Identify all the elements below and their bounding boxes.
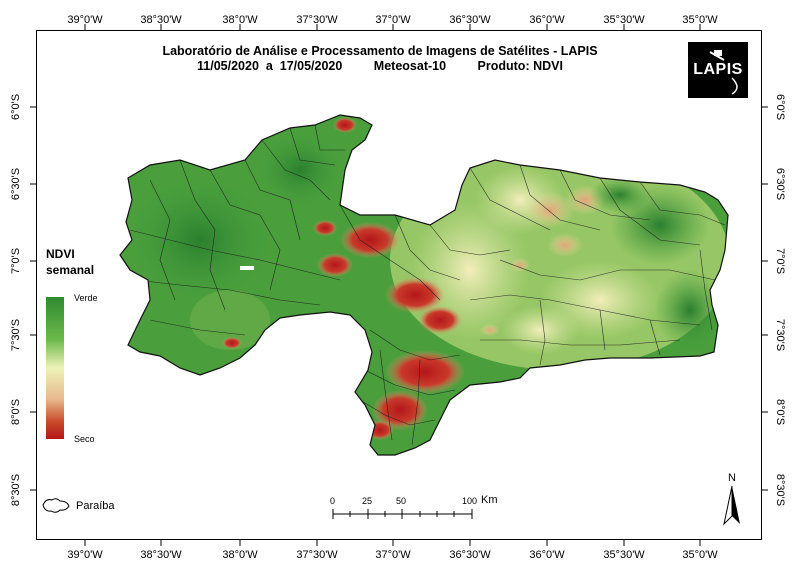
legend-title-line2: semanal (46, 263, 95, 277)
lon-label: 39°0'W (67, 14, 103, 26)
lon-label: 37°30'W (296, 549, 338, 561)
scale-tick-0: 0 (330, 496, 336, 506)
scale-unit: Km (481, 494, 498, 506)
lon-label: 39°0'W (67, 549, 103, 561)
north-arrow-icon (723, 485, 740, 526)
scale-tick-100: 100 (462, 496, 478, 506)
satellite-icon (709, 50, 738, 95)
lon-label: 38°30'W (140, 549, 182, 561)
map-frame (36, 30, 762, 540)
lon-label: 38°0'W (222, 549, 258, 561)
lon-label: 37°0'W (375, 549, 411, 561)
lon-label: 36°30'W (449, 14, 491, 26)
lon-label: 38°30'W (140, 14, 182, 26)
lon-label: 36°30'W (449, 549, 491, 561)
legend-top-label: Verde (74, 293, 98, 303)
lon-label: 35°30'W (603, 549, 645, 561)
title-line1: Laboratório de Análise e Processamento d… (162, 44, 598, 58)
lon-label: 37°30'W (296, 14, 338, 26)
legend-bottom-label: Seco (74, 434, 95, 444)
title-satellite: Meteosat-10 (373, 59, 447, 73)
lon-label: 35°0'W (682, 14, 718, 26)
north-label: N (728, 472, 736, 484)
scale-bar: 0 25 50 100 Km (300, 494, 510, 531)
title-dates: 11/05/2020 a 17/05/2020 (197, 59, 343, 73)
lapis-logo: LAPIS (688, 42, 748, 98)
lon-label: 36°0'W (529, 549, 565, 561)
map-title: Laboratório de Análise e Processamento d… (120, 44, 640, 74)
lon-label: 37°0'W (375, 14, 411, 26)
title-line2: 11/05/2020 a 17/05/2020 Meteosat-10 Prod… (120, 59, 640, 74)
lon-label: 35°0'W (682, 549, 718, 561)
legend-color-ramp (46, 297, 64, 439)
lon-label: 35°30'W (603, 14, 645, 26)
title-product: Produto: NDVI (477, 59, 563, 73)
scale-tick-25: 25 (362, 496, 373, 506)
legend-title: NDVI semanal (46, 246, 94, 278)
inset-label: Paraíba (76, 500, 115, 512)
lon-label: 36°0'W (529, 14, 565, 26)
paraiba-outline-icon (42, 498, 70, 513)
scale-tick-50: 50 (396, 496, 407, 506)
legend-title-line1: NDVI (46, 247, 75, 261)
lon-label: 38°0'W (222, 14, 258, 26)
logo-text: LAPIS (693, 61, 743, 78)
